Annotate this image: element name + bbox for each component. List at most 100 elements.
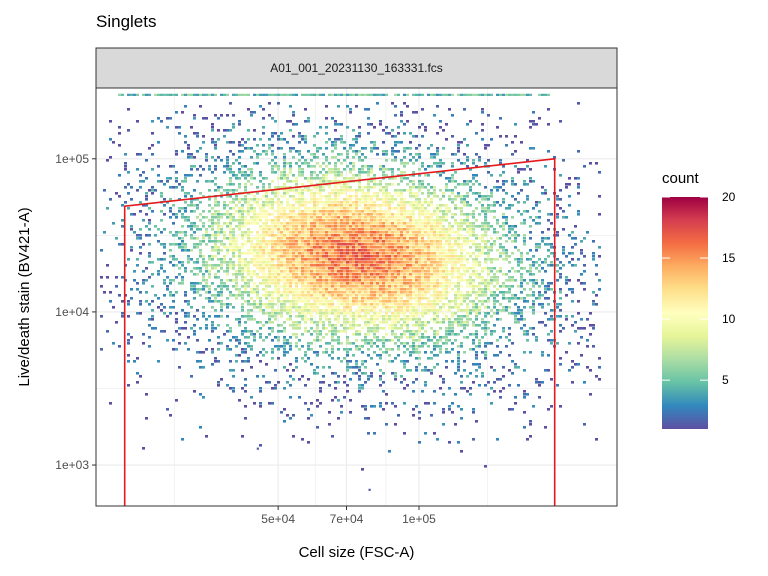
density-bin [286, 240, 289, 243]
density-bin [358, 291, 361, 294]
density-bin [361, 195, 364, 198]
density-bin [295, 336, 298, 339]
density-bin [355, 240, 358, 243]
density-bin [331, 330, 334, 333]
density-bin [136, 189, 139, 192]
density-bin [316, 306, 319, 309]
density-bin [301, 246, 304, 249]
density-bin [430, 240, 433, 243]
density-bin [355, 360, 358, 363]
density-bin [451, 201, 454, 204]
density-bin [298, 306, 301, 309]
density-bin [355, 279, 358, 282]
density-bin [208, 234, 211, 237]
density-bin [304, 354, 307, 357]
density-bin [346, 348, 349, 351]
density-bin [343, 258, 346, 261]
density-bin [379, 120, 382, 123]
density-bin [367, 213, 370, 216]
density-bin [364, 408, 367, 411]
density-bin [361, 240, 364, 243]
density-bin [349, 285, 352, 288]
density-bin [253, 333, 256, 336]
density-bin [259, 240, 262, 243]
density-bin [289, 228, 292, 231]
density-bin [310, 234, 313, 237]
density-bin [418, 258, 421, 261]
density-bin [196, 273, 199, 276]
density-bin [364, 240, 367, 243]
density-bin [316, 228, 319, 231]
density-bin [211, 207, 214, 210]
density-bin [268, 264, 271, 267]
density-bin [403, 243, 406, 246]
density-bin [352, 213, 355, 216]
density-bin [403, 228, 406, 231]
density-bin [451, 231, 454, 234]
density-bin [343, 315, 346, 318]
density-bin [145, 267, 148, 270]
density-bin [424, 216, 427, 219]
density-bin [214, 165, 217, 168]
density-bin [367, 252, 370, 255]
density-bin [439, 243, 442, 246]
density-bin [379, 165, 382, 168]
density-bin [322, 264, 325, 267]
density-bin [430, 153, 433, 156]
density-bin [367, 228, 370, 231]
density-bin [364, 291, 367, 294]
density-bin [442, 252, 445, 255]
density-bin [349, 399, 352, 402]
density-bin [421, 390, 424, 393]
density-bin [421, 192, 424, 195]
density-bin [352, 288, 355, 291]
density-bin [406, 246, 409, 249]
density-bin [172, 300, 175, 303]
density-bin [250, 222, 253, 225]
density-bin [412, 330, 415, 333]
density-bin [406, 282, 409, 285]
density-bin [205, 285, 208, 288]
density-bin [373, 192, 376, 195]
density-bin [343, 282, 346, 285]
density-bin [346, 207, 349, 210]
density-bin [160, 267, 163, 270]
density-bin [385, 198, 388, 201]
density-bin [388, 276, 391, 279]
density-bin [394, 159, 397, 162]
density-bin [358, 273, 361, 276]
density-bin [334, 180, 337, 183]
density-bin [397, 258, 400, 261]
density-bin [334, 291, 337, 294]
density-bin [130, 228, 133, 231]
density-bin [211, 324, 214, 327]
density-bin [328, 207, 331, 210]
density-bin [277, 228, 280, 231]
density-bin [364, 294, 367, 297]
density-bin [382, 171, 385, 174]
density-bin [373, 264, 376, 267]
density-bin [268, 204, 271, 207]
density-bin [250, 297, 253, 300]
density-bin [394, 306, 397, 309]
density-bin [364, 225, 367, 228]
density-bin [412, 162, 415, 165]
density-bin [217, 360, 220, 363]
density-bin [346, 177, 349, 180]
density-bin [316, 192, 319, 195]
density-bin [451, 165, 454, 168]
density-bin [268, 267, 271, 270]
density-bin [337, 168, 340, 171]
density-bin [256, 264, 259, 267]
density-bin [241, 267, 244, 270]
density-bin [223, 237, 226, 240]
density-bin [343, 189, 346, 192]
density-bin [244, 384, 247, 387]
density-bin [370, 255, 373, 258]
density-bin [256, 204, 259, 207]
density-bin [169, 165, 172, 168]
density-bin [379, 357, 382, 360]
density-bin [373, 231, 376, 234]
density-bin [169, 312, 172, 315]
density-bin [457, 351, 460, 354]
